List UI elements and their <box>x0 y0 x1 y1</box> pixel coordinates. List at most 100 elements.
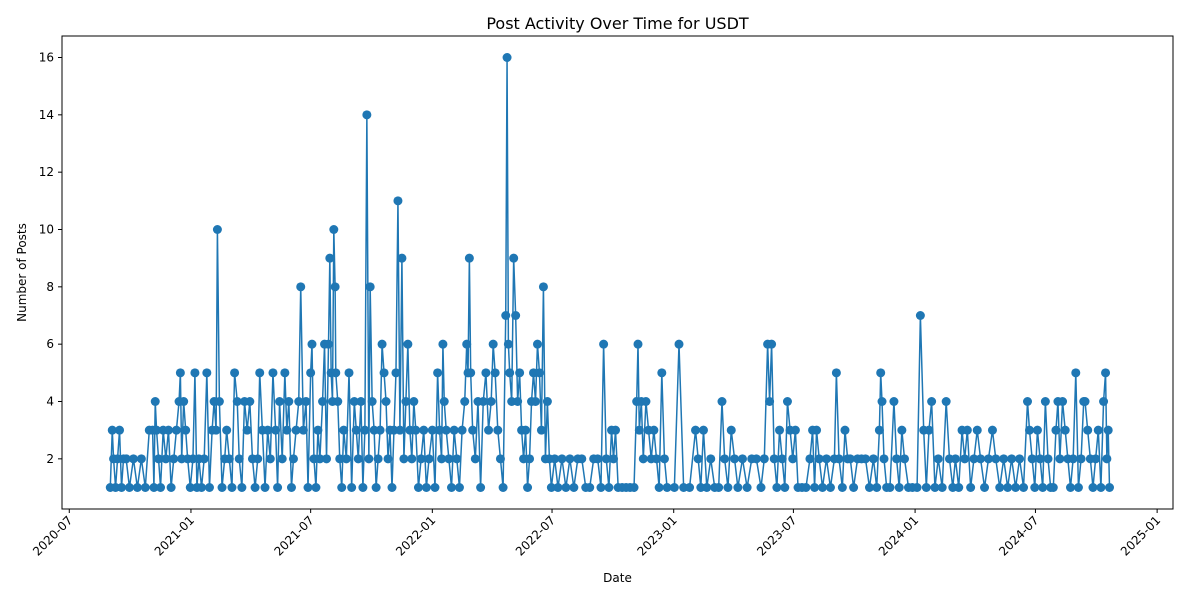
data-point <box>490 368 500 378</box>
data-point <box>1019 483 1029 492</box>
data-point <box>149 483 159 492</box>
data-point <box>271 425 281 435</box>
data-point <box>717 397 727 406</box>
data-point <box>609 454 619 464</box>
data-point <box>633 339 643 349</box>
data-point <box>1101 368 1111 378</box>
data-point <box>1058 397 1068 406</box>
data-point <box>1091 454 1101 464</box>
plot-area-frame <box>61 35 1174 510</box>
data-point <box>1027 454 1037 464</box>
data-point <box>163 425 173 435</box>
data-point <box>849 483 859 492</box>
data-point <box>460 397 470 406</box>
data-point <box>503 339 513 349</box>
data-point <box>810 483 820 492</box>
data-point <box>253 454 263 464</box>
data-point <box>767 339 777 349</box>
data-point <box>217 483 227 492</box>
data-point <box>657 368 667 378</box>
data-point <box>976 454 986 464</box>
y-tick-label: 6 <box>46 337 54 351</box>
data-point <box>161 454 171 464</box>
data-point <box>641 397 651 406</box>
data-point <box>1080 397 1090 406</box>
data-point <box>468 425 478 435</box>
data-point <box>411 425 421 435</box>
data-point <box>202 368 212 378</box>
data-point <box>306 368 316 378</box>
data-point <box>900 454 910 464</box>
data-point <box>437 454 447 464</box>
data-point <box>227 483 237 492</box>
chart-title: Post Activity Over Time for USDT <box>486 14 749 33</box>
data-point <box>318 397 328 406</box>
data-point <box>894 483 904 492</box>
data-point <box>1066 483 1075 492</box>
data-point <box>812 425 822 435</box>
data-point <box>921 483 931 492</box>
data-point <box>329 225 339 234</box>
data-point <box>435 425 445 435</box>
data-point <box>260 483 270 492</box>
data-point <box>211 425 221 435</box>
data-point <box>136 454 146 464</box>
data-point <box>585 483 595 492</box>
data-point <box>538 282 548 292</box>
y-tick-label: 14 <box>39 108 54 122</box>
data-point <box>889 397 899 406</box>
data-point <box>831 368 841 378</box>
data-point <box>553 483 563 492</box>
data-point <box>476 483 486 492</box>
data-point <box>447 483 457 492</box>
data-point <box>991 454 1001 464</box>
data-point <box>536 425 546 435</box>
data-point <box>484 425 494 435</box>
data-point <box>509 253 519 263</box>
data-point <box>569 483 579 492</box>
data-point <box>214 397 224 406</box>
data-point <box>845 454 855 464</box>
data-point <box>222 425 232 435</box>
data-point <box>401 397 411 406</box>
data-point <box>693 454 703 464</box>
data-point <box>825 483 835 492</box>
data-point <box>339 425 349 435</box>
data-point <box>1038 483 1048 492</box>
data-point <box>284 397 294 406</box>
data-point <box>132 483 142 492</box>
data-point <box>706 454 716 464</box>
data-point <box>322 454 332 464</box>
data-point <box>674 339 684 349</box>
data-point <box>1055 454 1065 464</box>
data-point <box>652 454 662 464</box>
data-point <box>313 425 323 435</box>
data-point <box>204 483 214 492</box>
data-point <box>495 454 505 464</box>
data-point <box>303 483 313 492</box>
data-point <box>596 483 606 492</box>
data-point <box>995 483 1005 492</box>
data-point <box>498 483 508 492</box>
data-point <box>237 483 247 492</box>
data-point <box>232 397 242 406</box>
y-tick-label: 8 <box>46 280 54 294</box>
data-point <box>662 483 672 492</box>
data-point <box>565 454 575 464</box>
data-point <box>457 425 467 435</box>
data-point <box>419 425 429 435</box>
data-point <box>454 483 464 492</box>
data-point <box>488 339 498 349</box>
data-point <box>723 483 733 492</box>
data-point <box>341 454 351 464</box>
data-point <box>1068 454 1078 464</box>
data-point <box>983 454 993 464</box>
data-point <box>462 339 472 349</box>
data-point <box>513 397 523 406</box>
data-point <box>199 454 209 464</box>
data-point <box>593 454 603 464</box>
y-tick-label: 16 <box>39 51 54 65</box>
data-point <box>1096 483 1106 492</box>
data-point <box>685 483 695 492</box>
